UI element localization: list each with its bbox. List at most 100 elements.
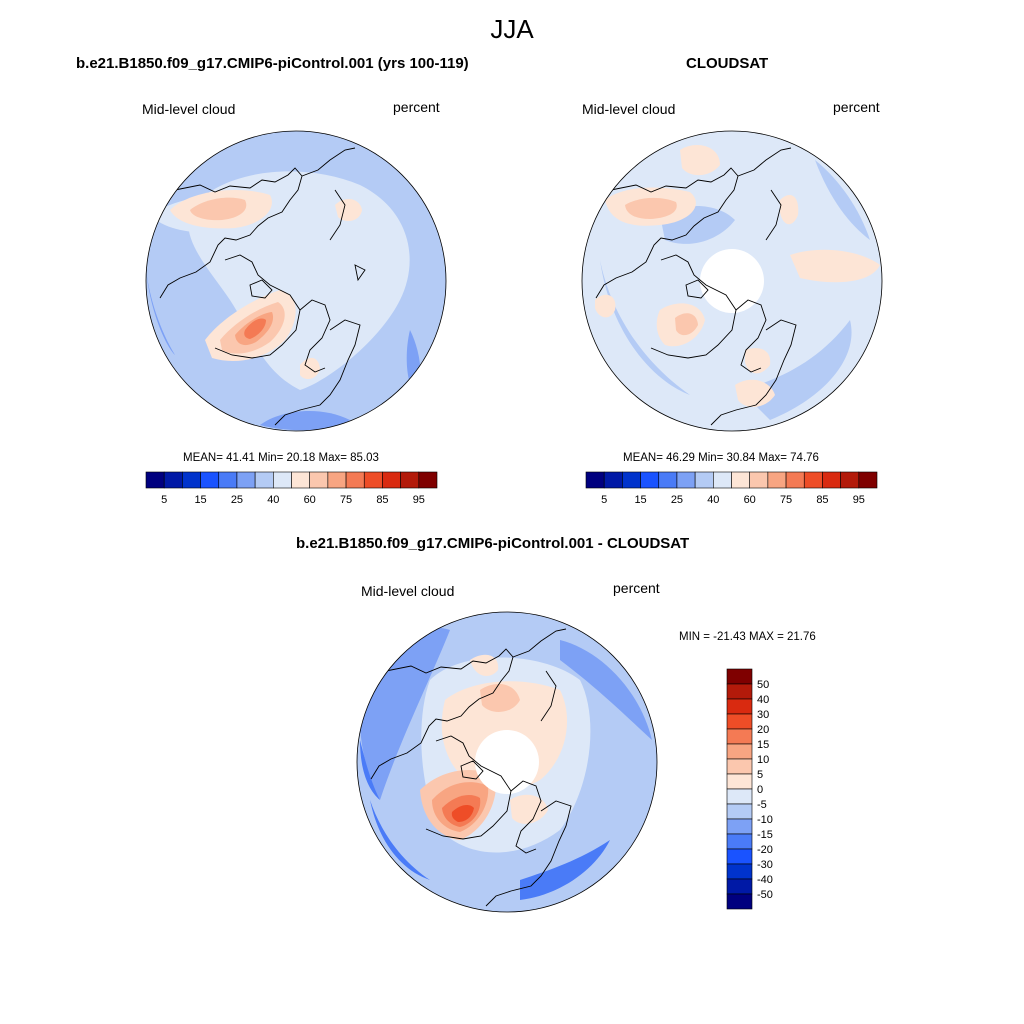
obs-cloud-region (675, 313, 698, 336)
diff-colorbar-box (726, 833, 753, 850)
diff-colorbar-label: -5 (757, 799, 767, 811)
diff-coastline (540, 670, 557, 722)
model-colorbar-box (327, 471, 347, 489)
model-colorbar: 5 15 25 40 60 75 85 95 (145, 471, 438, 506)
obs-colorbar-box (858, 471, 878, 489)
obs-colorbar-box (822, 471, 841, 489)
model-colorbar-label: 5 (161, 494, 167, 506)
obs-polar-map (582, 131, 882, 431)
model-colorbar-label: 75 (340, 494, 352, 506)
model-coastline (249, 279, 273, 299)
model-cloud-region (335, 198, 362, 222)
diff-colorbar-box (726, 893, 753, 910)
obs-colorbar-box (767, 471, 787, 489)
diff-colorbar-label: -30 (757, 859, 773, 871)
diff-colorbar-box (726, 668, 753, 685)
obs-stats: MEAN= 46.29 Min= 30.84 Max= 74.76 (623, 452, 819, 464)
diff-panel-title: b.e21.B1850.f09_g17.CMIP6-piControl.001 … (296, 535, 690, 552)
obs-cloud-region (595, 294, 616, 318)
obs-colorbar-label: 95 (853, 494, 865, 506)
model-colorbar-box (236, 471, 256, 489)
diff-colorbar-label: 0 (757, 784, 763, 796)
model-coastline (159, 175, 303, 299)
obs-colorbar-label: 25 (671, 494, 683, 506)
diff-colorbar-label: 50 (757, 679, 769, 691)
model-coastline (354, 264, 366, 282)
model-coastlines (159, 147, 366, 426)
obs-map-border (581, 130, 883, 432)
diff-colorbar-label: -20 (757, 844, 773, 856)
model-colorbar-label: 60 (304, 494, 316, 506)
obs-colorbar-box (694, 471, 714, 489)
obs-colorbar-box (640, 471, 660, 489)
diff-colorbar-box (726, 698, 753, 715)
obs-colorbar-box (749, 471, 769, 489)
obs-cloud-region (735, 379, 775, 407)
diff-coastlines (370, 628, 572, 907)
model-colorbar-box (163, 471, 183, 489)
obs-colorbar-label: 75 (780, 494, 792, 506)
obs-colorbar-box (840, 471, 860, 489)
diff-colorbar-box (726, 788, 753, 805)
obs-colorbar-label: 5 (601, 494, 607, 506)
model-colorbar-box (291, 471, 310, 489)
model-colorbar-label: 15 (194, 494, 206, 506)
diff-map-border (356, 611, 658, 913)
obs-colorbar-box (785, 471, 805, 489)
obs-units-label: percent (833, 99, 880, 115)
obs-colorbar-box (622, 471, 641, 489)
obs-cloud-region (780, 195, 799, 225)
obs-colorbar-box (713, 471, 732, 489)
obs-colorbar-box (803, 471, 823, 489)
season-title: JJA (490, 14, 534, 44)
diff-cloud-region (480, 684, 520, 712)
obs-polar-hole (700, 249, 764, 313)
obs-colorbar-box (731, 471, 750, 489)
diff-colorbar-label: 30 (757, 709, 769, 721)
obs-coastlines (595, 147, 797, 426)
obs-coastline (765, 189, 782, 241)
diff-colorbar-label: -10 (757, 814, 773, 826)
diff-colorbar-box (726, 728, 753, 745)
diff-polar-hole (475, 730, 539, 794)
diff-colorbar-box (726, 773, 753, 790)
model-map-border (145, 130, 447, 432)
model-colorbar-box (182, 471, 201, 489)
model-colorbar-box (145, 471, 165, 489)
diff-colorbar-label: -50 (757, 889, 773, 901)
diff-colorbar-label: 10 (757, 754, 769, 766)
model-coastline (174, 147, 356, 193)
model-colorbar-label: 25 (231, 494, 243, 506)
diff-colorbar-label: 5 (757, 769, 763, 781)
model-units-label: percent (393, 99, 440, 115)
obs-colorbar-label: 40 (707, 494, 719, 506)
obs-colorbar-label: 85 (816, 494, 828, 506)
model-cloud-region (190, 197, 247, 221)
diff-colorbar-box (726, 803, 753, 820)
model-colorbar-box (345, 471, 365, 489)
model-colorbar-box (418, 471, 438, 489)
model-colorbar-box (218, 471, 238, 489)
obs-coastline (735, 299, 767, 373)
model-colorbar-box (363, 471, 383, 489)
model-coastline (274, 319, 361, 426)
diff-coastline (370, 656, 514, 780)
model-panel-title: b.e21.B1850.f09_g17.CMIP6-piControl.001 … (76, 55, 469, 72)
diff-coastline (385, 628, 567, 674)
diff-colorbar-box (726, 713, 753, 730)
diff-colorbar-label: 15 (757, 739, 769, 751)
obs-cloud-region (680, 145, 720, 176)
obs-coastline (595, 175, 739, 299)
model-coastline (329, 189, 346, 241)
diff-variable-label: Mid-level cloud (361, 583, 455, 599)
diff-polar-map (357, 612, 657, 912)
diff-colorbar-box (726, 683, 753, 700)
model-colorbar-box (254, 471, 274, 489)
diff-colorbar-box (726, 818, 753, 835)
obs-coastline (610, 147, 792, 193)
diff-colorbar-label: -15 (757, 829, 773, 841)
model-cloud-region (244, 318, 266, 339)
obs-coastline (710, 319, 797, 426)
obs-cloud-region (625, 197, 677, 219)
